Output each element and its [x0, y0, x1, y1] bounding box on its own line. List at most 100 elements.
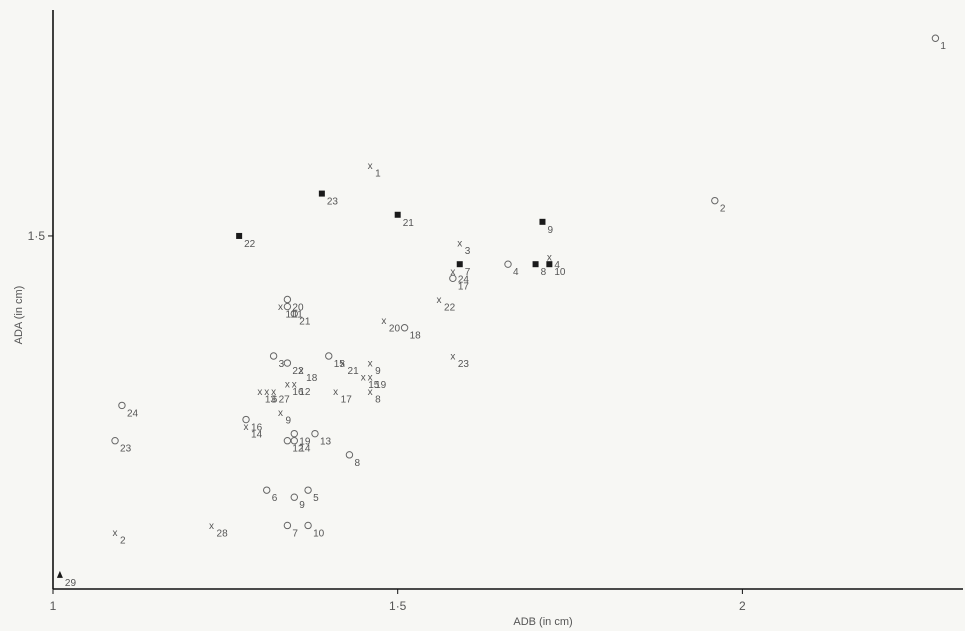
cross-point: x	[361, 373, 366, 384]
point-label: 9	[547, 225, 553, 236]
cross-point: x	[209, 521, 214, 532]
cross-point: x	[368, 161, 373, 172]
cross-point: x	[285, 380, 290, 391]
x-tick-label: 1	[50, 599, 57, 613]
point-label: 24	[458, 274, 470, 285]
circle-point	[283, 437, 292, 445]
point-label: 16	[292, 387, 304, 398]
point-label: 5	[313, 493, 319, 504]
point-label: 14	[251, 430, 263, 441]
point-label: 15	[368, 380, 380, 391]
circle-point	[325, 352, 333, 360]
circle-point	[345, 451, 354, 459]
point-label: 7	[465, 267, 471, 278]
cross-point: x	[333, 387, 338, 398]
cross-point: x	[340, 359, 345, 370]
circle-point	[283, 295, 292, 304]
cross-point: x	[271, 387, 276, 398]
cross-point: x	[381, 316, 386, 327]
point-label: 29	[65, 578, 77, 589]
cross-point: x	[457, 239, 462, 250]
point-label: 21	[403, 218, 415, 229]
data-marks: 123456789101112131415161718192021222324x…	[56, 34, 946, 589]
cross-point: x	[368, 373, 373, 384]
point-label: 11	[292, 310, 303, 321]
ticks: 1 1·5 2 1·5	[28, 229, 746, 613]
point-label: 8	[354, 458, 360, 469]
cross-point: x	[264, 387, 269, 398]
circle-point	[263, 486, 271, 494]
point-label: 1	[940, 41, 946, 52]
circle-point	[311, 429, 319, 438]
point-label: 4	[513, 267, 519, 278]
x-axis-title: ADB (in cm)	[513, 616, 572, 628]
circle-point	[290, 493, 298, 501]
point-label: 10	[554, 267, 566, 278]
point-label: 11	[286, 310, 297, 321]
circle-point	[449, 274, 457, 283]
y-axis-title: ADA (in cm)	[13, 286, 25, 345]
circle-point	[290, 437, 298, 445]
circle-point	[283, 302, 292, 311]
cross-point: x	[278, 408, 283, 419]
point-label: 15	[334, 359, 346, 370]
point-label: 18	[410, 331, 422, 342]
square-point	[236, 232, 243, 239]
point-label: 17	[458, 281, 470, 292]
y-tick-label: 1·5	[28, 229, 46, 243]
cross-point: x	[299, 366, 304, 377]
circle-point	[304, 521, 312, 530]
cross-point: x	[368, 387, 373, 398]
square-point	[456, 261, 463, 268]
point-label: 21	[299, 317, 311, 328]
cross-point: x	[368, 359, 373, 370]
point-label: 13	[265, 394, 277, 405]
point-label: 27	[279, 394, 291, 405]
point-label: 3	[279, 359, 285, 370]
square-point	[546, 261, 553, 268]
point-label: 23	[120, 444, 132, 455]
point-label: 12	[292, 444, 304, 455]
point-label: 17	[341, 394, 353, 405]
point-label: 12	[299, 387, 311, 398]
point-label: 14	[299, 444, 311, 455]
point-label: 20	[389, 324, 401, 335]
cross-point: x	[113, 528, 118, 539]
circle-point	[283, 521, 292, 530]
square-point	[394, 211, 401, 218]
circle-point	[111, 437, 119, 445]
point-label: 21	[348, 366, 360, 377]
point-label: 24	[127, 408, 139, 419]
circle-point	[504, 260, 512, 268]
circle-point	[242, 415, 250, 424]
cross-point: x	[450, 267, 455, 278]
point-label: 19	[375, 380, 387, 391]
point-label: 28	[217, 528, 229, 539]
point-label: 6	[272, 493, 278, 504]
point-label: 8	[541, 267, 547, 278]
cross-point: x	[437, 295, 442, 306]
point-label: 9	[286, 415, 292, 426]
circle-point	[400, 324, 409, 332]
square-point	[318, 190, 325, 197]
cross-point: x	[257, 387, 262, 398]
point-label: 10	[313, 528, 325, 539]
point-label: 18	[306, 373, 318, 384]
point-label: 23	[327, 197, 339, 208]
square-point	[532, 261, 539, 268]
square-point	[539, 218, 546, 225]
point-label: 23	[458, 359, 470, 370]
point-label: 9	[375, 366, 381, 377]
point-label: 19	[299, 437, 311, 448]
cross-point: x	[244, 422, 249, 433]
circle-point	[290, 429, 298, 438]
point-label: 8	[375, 394, 381, 405]
point-label: 22	[244, 239, 256, 250]
circle-point	[931, 34, 940, 42]
circle-point	[118, 401, 126, 410]
point-label: 3	[465, 246, 471, 257]
point-label: 22	[292, 366, 304, 377]
point-label: 13	[320, 437, 332, 448]
circle-point	[290, 309, 298, 318]
